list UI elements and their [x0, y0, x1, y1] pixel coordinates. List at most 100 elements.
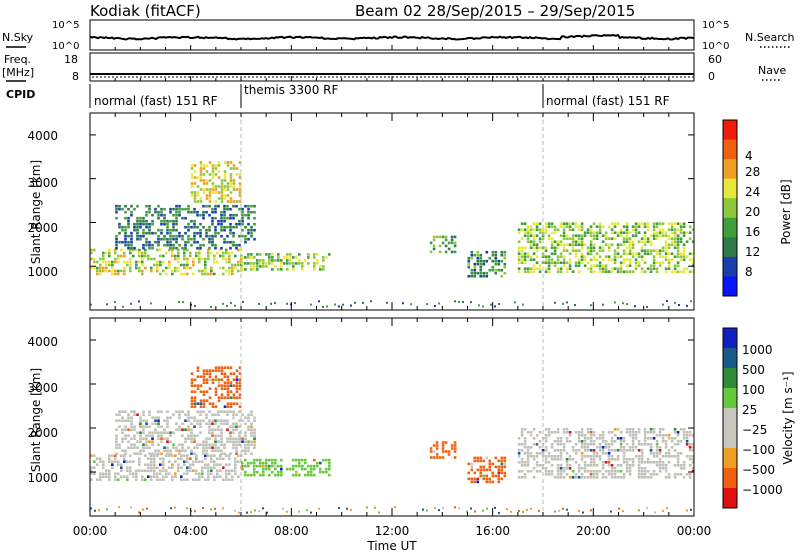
heatmap-cell [214, 369, 218, 372]
heatmap-cell [220, 219, 223, 223]
heatmap-cell [589, 428, 593, 431]
heatmap-cell [253, 428, 256, 431]
heatmap-cell [517, 255, 521, 258]
heatmap-cell [133, 425, 136, 428]
heatmap-cell [163, 219, 166, 223]
heatmap-cell [268, 253, 271, 256]
heatmap-cell [193, 402, 197, 405]
heatmap-cell [517, 470, 521, 473]
heatmap-cell [207, 472, 210, 475]
heatmap-cell [220, 366, 224, 369]
heatmap-cell [129, 260, 132, 264]
heatmap-cell [229, 225, 232, 229]
heatmap-cell [208, 237, 211, 241]
heatmap-cell [258, 510, 260, 513]
heatmap-cell [655, 440, 659, 443]
heatmap-cell [184, 240, 187, 244]
heatmap-cell [220, 225, 223, 229]
heatmap-cell [178, 210, 181, 214]
heatmap-cell [214, 375, 218, 378]
heatmap-cell [640, 267, 644, 270]
heatmap-cell [538, 431, 542, 434]
heatmap-cell [328, 461, 331, 465]
heatmap-cell [253, 464, 256, 468]
heatmap-cell [562, 222, 566, 225]
heatmap-cell [643, 261, 647, 264]
heatmap-cell [250, 431, 253, 434]
heatmap-cell [476, 262, 480, 266]
heatmap-cell [193, 419, 196, 422]
heatmap-cell [691, 434, 695, 437]
heatmap-cell [316, 262, 319, 265]
heatmap-cell [186, 248, 189, 252]
power-colorbar-swatch [723, 178, 737, 199]
heatmap-cell [241, 207, 244, 211]
heatmap-cell [646, 267, 650, 270]
heatmap-cell [438, 244, 442, 248]
heatmap-cell [470, 274, 474, 278]
heatmap-cell [199, 402, 203, 405]
heatmap-cell [676, 240, 680, 243]
heatmap-cell [151, 222, 154, 226]
near-range-speckle [90, 506, 692, 514]
heatmap-cell [123, 454, 126, 457]
heatmap-cell [556, 240, 560, 243]
heatmap-cell [637, 222, 641, 225]
heatmap-cell [532, 228, 536, 231]
heatmap-cell [198, 475, 201, 478]
heatmap-cell [156, 475, 159, 478]
heatmap-cell [223, 213, 226, 217]
heatmap-cell [655, 461, 659, 464]
heatmap-cell [476, 480, 480, 484]
heatmap-cell [136, 440, 139, 443]
heatmap-cell [649, 243, 653, 246]
heatmap-cell [607, 243, 611, 246]
heatmap-cell [619, 437, 623, 440]
heatmap-cell [225, 469, 228, 472]
heatmap-cell [595, 452, 599, 455]
heatmap-cell [136, 431, 139, 434]
heatmap-cell [571, 228, 575, 231]
heatmap-cell [619, 267, 623, 270]
heatmap-cell [235, 200, 239, 203]
heatmap-cell [485, 480, 489, 484]
heatmap-cell [241, 467, 244, 471]
heatmap-cell [526, 231, 530, 234]
heatmap-cell [208, 197, 212, 200]
heatmap-cell [473, 271, 477, 275]
heatmap-cell [145, 422, 148, 425]
heatmap-cell [523, 267, 527, 270]
heatmap-cell [90, 266, 93, 270]
power-colorbar-swatch [723, 256, 737, 277]
heatmap-cell [160, 410, 163, 413]
heatmap-cell [604, 440, 608, 443]
heatmap-cell [307, 464, 310, 468]
heatmap-cell [682, 461, 686, 464]
heatmap-cell [120, 454, 123, 457]
heatmap-cell [241, 449, 244, 452]
heatmap-cell [497, 477, 501, 481]
heatmap-cell [298, 458, 301, 462]
heatmap-cell [438, 509, 440, 512]
heatmap-cell [111, 260, 114, 264]
heatmap-cell [183, 478, 186, 481]
heatmap-cell [208, 402, 212, 405]
heatmap-cell [133, 452, 136, 455]
heatmap-cell [189, 463, 192, 466]
heatmap-cell [253, 262, 256, 265]
heatmap-cell [438, 235, 442, 239]
heatmap-cell [229, 179, 233, 182]
heatmap-cell [622, 476, 626, 479]
heatmap-cell [126, 478, 129, 481]
heatmap-cell [124, 434, 127, 437]
heatmap-cell [598, 455, 602, 458]
heatmap-cell [196, 384, 200, 387]
heatmap-cell [538, 464, 542, 467]
heatmap-cell [562, 237, 566, 240]
heatmap-cell [580, 452, 584, 455]
heatmap-cell [625, 228, 629, 231]
heatmap-cell [153, 257, 156, 261]
heatmap-cell [234, 472, 237, 475]
heatmap-cell [229, 405, 233, 408]
heatmap-cell [598, 449, 602, 452]
